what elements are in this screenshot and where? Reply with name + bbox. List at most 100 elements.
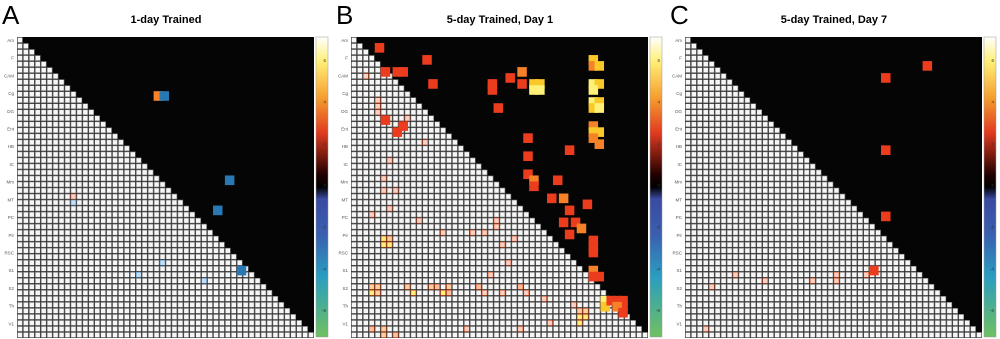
lower-cell [422, 121, 429, 128]
lower-cell [29, 265, 35, 272]
lower-cell [744, 133, 751, 140]
lower-cell [416, 187, 423, 194]
lower-cell [351, 235, 357, 242]
lower-cell [410, 103, 417, 110]
lower-cell [594, 290, 601, 296]
lower-cell [64, 259, 71, 266]
lower-cell [517, 296, 524, 302]
lower-cell [118, 205, 124, 212]
lower-cell [195, 302, 201, 308]
lower-cell [40, 223, 47, 230]
lower-cell [76, 211, 83, 218]
lower-cell [697, 314, 703, 320]
lower-cell [529, 235, 535, 242]
lower-cell [786, 247, 792, 254]
lower-cell [46, 205, 53, 212]
lower-cell [380, 265, 387, 272]
lower-cell [487, 199, 494, 206]
lower-cell [189, 314, 195, 320]
lower-cell [141, 187, 148, 194]
lower-cell [703, 253, 709, 260]
lower-cell [720, 163, 727, 170]
lower-cell [422, 290, 429, 296]
lower-cell [774, 139, 780, 146]
lower-cell [100, 259, 106, 266]
lower-cell [410, 121, 417, 128]
lower-cell [899, 326, 905, 332]
lower-cell [493, 296, 500, 302]
lower-cell [369, 139, 375, 146]
lower-cell [82, 205, 89, 212]
lower-cell [363, 49, 369, 55]
lower-cell [94, 326, 100, 332]
lower-cell [697, 296, 703, 302]
lower-cell [708, 109, 715, 116]
lower-cell [750, 199, 757, 206]
lower-cell [159, 187, 166, 194]
lower-cell [64, 332, 71, 338]
lower-cell [52, 205, 59, 212]
lower-cell [720, 320, 727, 326]
lower-cell [52, 121, 59, 128]
significant-cell [588, 97, 599, 107]
lower-cell [768, 163, 774, 170]
lower-cell [744, 175, 751, 182]
lower-cell [899, 296, 905, 302]
row-label: Mm [675, 180, 683, 185]
lower-cell [685, 115, 691, 122]
lower-cell [732, 169, 739, 176]
lower-cell [750, 121, 757, 128]
lower-cell [351, 43, 357, 49]
lower-cell [452, 271, 458, 278]
lower-cell [225, 253, 231, 260]
lower-cell [559, 314, 565, 320]
lower-cell [386, 326, 393, 332]
lower-cell [369, 97, 375, 104]
lower-cell [685, 211, 691, 218]
lower-cell [922, 308, 929, 314]
lower-cell [732, 320, 739, 326]
lower-cell [517, 284, 524, 290]
lower-cell [100, 284, 106, 290]
lower-cell [64, 103, 71, 110]
significant-cell [594, 79, 605, 89]
lower-cell [809, 314, 816, 320]
lower-cell [756, 235, 763, 242]
lower-cell [118, 259, 124, 266]
lower-cell [744, 290, 751, 296]
lower-cell [410, 296, 417, 302]
lower-cell [29, 320, 35, 326]
lower-cell [46, 109, 53, 116]
lower-cell [398, 308, 405, 314]
lower-cell [58, 265, 65, 272]
lower-cell [35, 284, 41, 290]
lower-cell [58, 284, 65, 290]
lower-cell [750, 181, 757, 188]
lower-cell [386, 163, 393, 170]
lower-cell [17, 115, 23, 122]
lower-cell [446, 265, 452, 272]
lower-cell [201, 320, 207, 326]
lower-cell [732, 199, 739, 206]
lower-cell [505, 199, 512, 206]
lower-cell [691, 55, 697, 61]
lower-cell [464, 247, 470, 254]
lower-cell [720, 193, 727, 200]
lower-cell [893, 296, 899, 302]
lower-cell [440, 235, 446, 242]
lower-cell [821, 193, 828, 200]
lower-cell [809, 265, 816, 272]
lower-cell [750, 151, 757, 158]
lower-cell [833, 290, 840, 296]
lower-cell [100, 223, 106, 230]
lower-cell [774, 247, 780, 254]
lower-cell [58, 121, 65, 128]
lower-cell [58, 85, 65, 91]
lower-cell [809, 229, 816, 236]
lower-cell [946, 308, 953, 314]
lower-cell [833, 199, 840, 206]
lower-cell [201, 235, 207, 242]
lower-cell [183, 302, 190, 308]
lower-cell [165, 302, 172, 308]
lower-cell [386, 332, 393, 338]
